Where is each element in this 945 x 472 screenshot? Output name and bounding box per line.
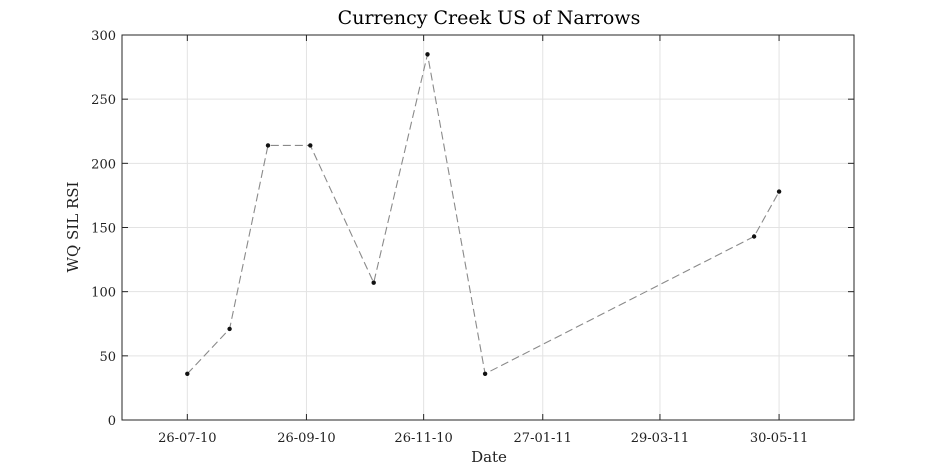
y-tick-label: 100: [91, 286, 116, 301]
grid-lines: [122, 35, 854, 420]
x-tick-labels: 26-07-10 26-09-10 26-11-10 27-01-11 29-03-11…: [158, 431, 808, 446]
y-tick-label: 300: [91, 29, 116, 44]
x-tick-label: 27-01-11: [514, 431, 572, 446]
x-tick-label: 26-07-10: [158, 431, 216, 446]
x-axis-label: Date: [471, 448, 507, 466]
y-tick-label: 250: [91, 93, 116, 108]
data-point: [751, 234, 757, 239]
chart-title: Currency Creek US of Narrows: [338, 7, 641, 29]
series-line: [186, 54, 780, 375]
data-point: [776, 189, 782, 194]
plot-frame: [121, 34, 855, 421]
x-tick-label: 29-03-11: [631, 431, 689, 446]
data-point: [227, 326, 232, 332]
data-point: [425, 52, 430, 57]
y-axis-label: WQ SIL RSI: [64, 181, 82, 272]
y-tick-label: 0: [108, 414, 116, 429]
data-point: [308, 143, 313, 148]
y-tick-labels: 0 50 100 150 200 250 300: [91, 29, 116, 429]
data-point: [185, 371, 190, 376]
data-point: [371, 280, 376, 285]
y-tick-label: 150: [91, 222, 116, 237]
data-point: [265, 143, 271, 148]
x-tick-label: 26-11-10: [394, 431, 452, 446]
y-tick-label: 200: [91, 157, 116, 172]
data-points: [185, 52, 782, 376]
x-tick-label: 26-09-10: [277, 431, 335, 446]
data-point: [482, 371, 488, 376]
y-tick-label: 50: [99, 350, 116, 365]
x-tick-label: 30-05-11: [750, 431, 808, 446]
